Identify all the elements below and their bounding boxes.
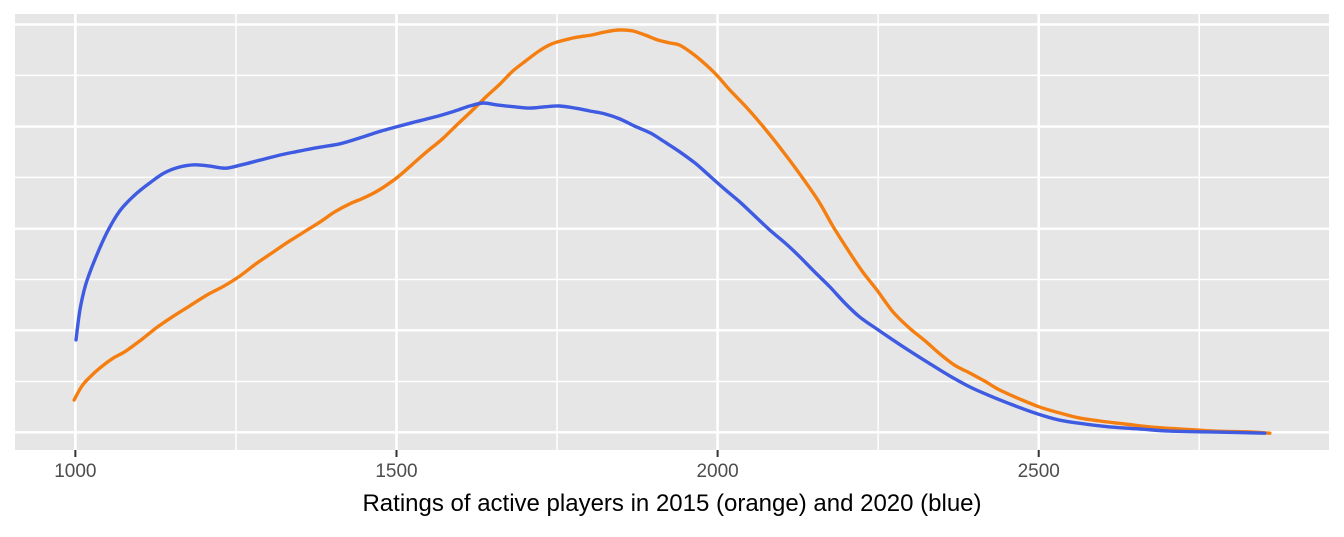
- x-tick-label: 2500: [1018, 461, 1060, 482]
- x-axis: 1000 1500 2000 2500: [54, 450, 1060, 482]
- density-curve-2015: [72, 28, 1272, 435]
- x-tick-label: 2000: [696, 461, 738, 482]
- plot-panel: [15, 14, 1329, 450]
- x-axis-title: Ratings of active players in 2015 (orang…: [362, 490, 982, 517]
- density-curves: [72, 28, 1272, 435]
- grid-lines: [15, 14, 1329, 450]
- x-tick-label: 1500: [375, 461, 417, 482]
- density-curve-2020: [74, 101, 1267, 435]
- panel-background: [15, 14, 1329, 450]
- x-tick-label: 1000: [54, 461, 96, 482]
